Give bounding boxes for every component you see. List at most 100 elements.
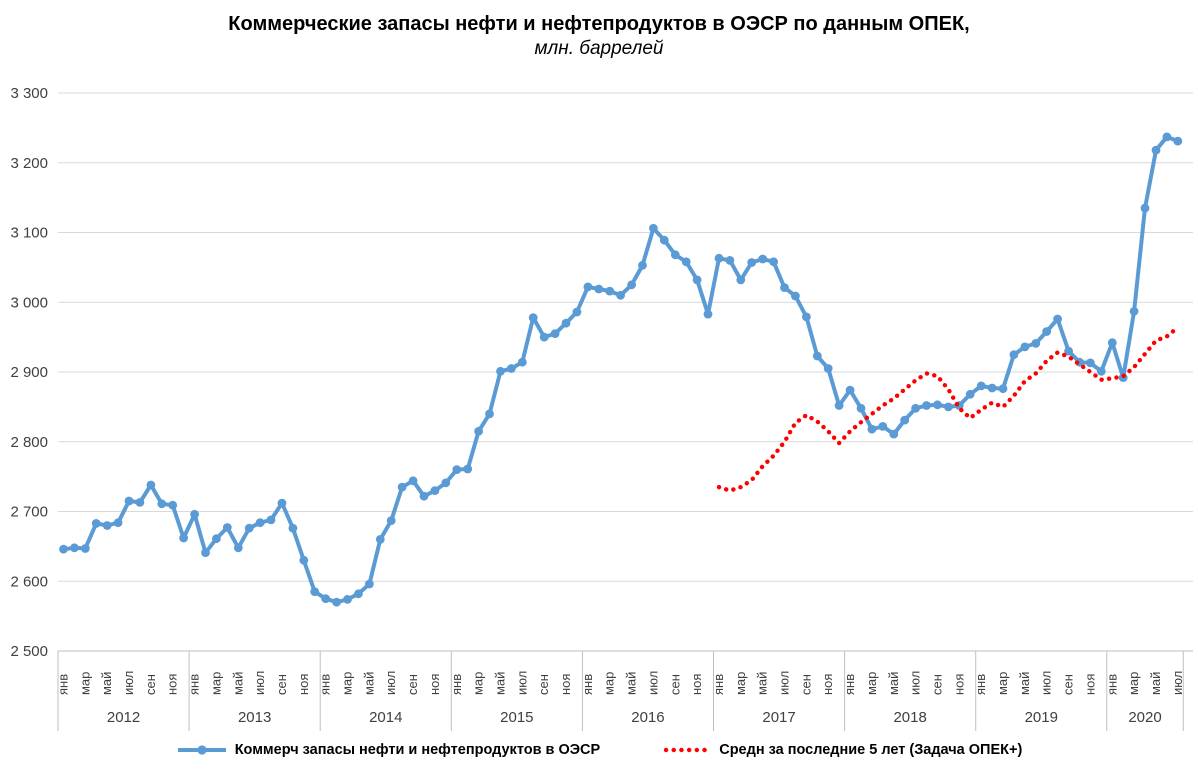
month-tick-label: июл (1039, 671, 1054, 695)
series-oecd-marker (244, 523, 254, 533)
legend-item-oecd: Коммерч запасы нефти и нефтепродуктов в … (176, 742, 600, 758)
series-oecd-marker (572, 307, 582, 317)
series-oecd-marker (1064, 346, 1073, 356)
series-oecd-marker (670, 250, 680, 260)
series-oecd-marker (976, 381, 986, 391)
series-oecd-marker (70, 543, 79, 553)
month-tick-label: янв (711, 674, 726, 695)
series-oecd-marker (343, 595, 352, 604)
y-tick-label: 2 500 (10, 643, 48, 660)
series-oecd-marker (725, 256, 735, 265)
month-tick-label: май (886, 672, 901, 695)
series-oecd-marker (1107, 338, 1117, 348)
series-oecd-marker (583, 282, 593, 292)
series-oecd-marker (299, 555, 309, 565)
series-oecd-marker (703, 309, 713, 319)
year-label: 2015 (500, 709, 533, 726)
month-tick-label: янв (55, 674, 70, 695)
month-tick-label: май (492, 672, 507, 695)
month-tick-label: июл (908, 671, 923, 695)
month-tick-label: мар (340, 672, 355, 695)
year-label: 2012 (107, 709, 140, 726)
chart-title: Коммерческие запасы нефти и нефтепродукт… (228, 13, 970, 35)
year-label: 2013 (238, 709, 271, 726)
month-tick-label: мар (471, 672, 486, 695)
series-oecd-marker (157, 499, 167, 509)
series-oecd-marker (452, 465, 462, 474)
month-tick-label: сен (929, 674, 944, 695)
series-oecd-marker (168, 500, 178, 510)
month-tick-label: сен (274, 674, 289, 695)
series-oecd-marker (1086, 358, 1095, 368)
month-tick-label: июл (383, 671, 398, 695)
series-oecd-marker (517, 357, 527, 367)
series-oecd-marker (386, 516, 396, 525)
series-oecd-marker (823, 364, 833, 373)
series-oecd-marker (736, 275, 746, 285)
series-oecd-marker (1042, 327, 1052, 336)
month-tick-label: мар (864, 672, 879, 695)
year-label: 2016 (631, 709, 664, 726)
series-oecd-marker (714, 253, 724, 263)
month-tick-label: янв (580, 674, 595, 695)
series-oecd-marker (802, 312, 811, 322)
year-label: 2017 (762, 709, 795, 726)
year-label: 2018 (893, 709, 926, 726)
series-oecd-marker (616, 290, 625, 300)
series-oecd-marker (80, 544, 90, 553)
month-tick-label: сен (667, 674, 682, 695)
chart-subtitle: млн. баррелей (534, 38, 664, 59)
month-tick-label: янв (449, 674, 464, 695)
y-tick-label: 3 100 (10, 225, 48, 242)
month-tick-label: май (1148, 672, 1163, 695)
series-oecd-marker (1129, 306, 1139, 316)
year-label: 2019 (1025, 709, 1058, 726)
series-oecd-marker (1162, 132, 1172, 142)
month-tick-label: июл (645, 671, 660, 695)
series-oecd-marker (1053, 314, 1062, 324)
series-oecd-marker (190, 509, 200, 519)
series-oecd-marker (528, 313, 538, 322)
month-tick-label: май (624, 672, 639, 695)
y-tick-label: 2 800 (10, 434, 48, 451)
y-tick-label: 2 700 (10, 504, 48, 521)
series-oecd-marker (944, 402, 953, 412)
month-tick-label: янв (973, 674, 988, 695)
series-oecd-marker (485, 409, 494, 419)
series-oecd-marker (659, 235, 669, 245)
series-oecd-marker (605, 286, 615, 296)
month-tick-label: мар (1126, 672, 1141, 695)
series-oecd-marker (212, 534, 221, 544)
series-oecd-marker (354, 589, 363, 599)
month-tick-label: ноя (558, 674, 573, 695)
series-oecd-marker (889, 429, 899, 439)
month-tick-label: сен (143, 674, 158, 695)
month-tick-label: сен (536, 674, 551, 695)
series-oecd-marker (419, 491, 429, 501)
series-oecd-marker (135, 498, 145, 507)
legend-line-marker-swatch (177, 745, 226, 755)
series-oecd-marker (1020, 342, 1030, 352)
month-tick-label: сен (405, 674, 420, 695)
month-tick-label: ноя (427, 674, 442, 695)
series-oecd-marker (179, 533, 189, 543)
chart-legend: Коммерч запасы нефти и нефтепродуктов в … (0, 742, 1198, 758)
month-tick-label: ноя (165, 674, 180, 695)
month-tick-label: янв (1104, 674, 1119, 695)
series-avg5y-line (716, 325, 1180, 493)
series-oecd-marker (998, 384, 1008, 394)
month-tick-label: ноя (296, 674, 311, 695)
month-tick-label: мар (77, 672, 92, 695)
month-tick-label: ноя (951, 674, 966, 695)
series-oecd-marker (933, 400, 942, 410)
series-oecd-marker (1140, 203, 1150, 213)
month-tick-label: июл (252, 671, 267, 695)
y-tick-label: 3 300 (10, 85, 48, 102)
month-tick-label: ноя (1082, 674, 1097, 695)
year-label: 2014 (369, 709, 402, 726)
series-oecd-marker (102, 521, 112, 530)
series-oecd-marker (288, 523, 298, 533)
chart-header: Коммерческие запасы нефти и нефтепродукт… (0, 12, 1198, 62)
y-tick-label: 3 200 (10, 155, 48, 172)
legend-dotted-swatch (664, 747, 713, 753)
